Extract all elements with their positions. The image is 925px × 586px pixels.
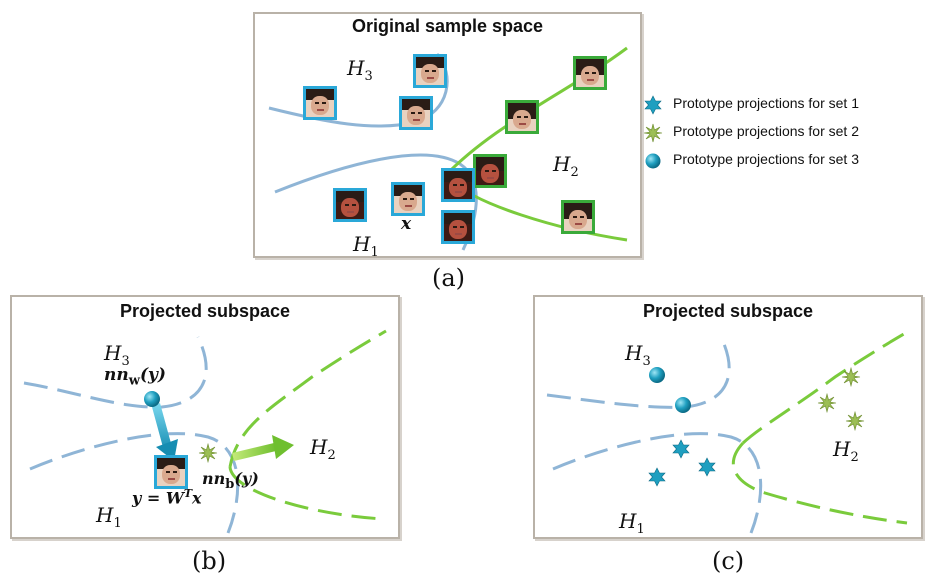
blue-dashed-boundary-upper [23, 336, 208, 409]
star-6-prototype [698, 457, 716, 477]
label-h1: H1 [96, 503, 122, 531]
sphere-prototype [144, 391, 160, 407]
face-thumbnail [473, 154, 507, 188]
caption-a: (a) [432, 264, 466, 292]
nearest-between-arrow [232, 435, 294, 461]
star-burst-icon [643, 123, 663, 143]
face-thumbnail [561, 200, 595, 234]
green-dashed-boundary-lower [228, 466, 385, 521]
subspace-b-curves [23, 329, 387, 534]
label-x: x [401, 214, 412, 234]
star-burst-prototype [817, 392, 837, 414]
panel-title: Projected subspace [642, 301, 814, 321]
star-6-icon [644, 95, 662, 115]
face-thumbnail [573, 56, 607, 90]
subspace-c-curves [546, 329, 910, 534]
label-nn-w: nnw(y) [104, 365, 166, 389]
label-h1: H1 [619, 509, 645, 537]
sphere-icon [645, 153, 661, 169]
label-h2: H2 [553, 152, 579, 180]
star-burst-prototype [841, 366, 861, 388]
panel-title: Projected subspace [119, 301, 291, 321]
green-dashed-boundary-lower [731, 441, 908, 525]
blue-dashed-boundary-lower [29, 432, 240, 534]
green-dashed-boundary-upper [741, 329, 910, 445]
blue-dashed-boundary-lower [552, 432, 763, 534]
star-6-prototype [672, 439, 690, 459]
legend-label: Prototype projections for set 2 [673, 123, 859, 139]
star-burst-prototype [198, 442, 218, 464]
legend-label: Prototype projections for set 1 [673, 95, 859, 111]
label-h2: H2 [310, 435, 336, 463]
label-h3: H3 [625, 341, 651, 369]
label-h3: H3 [104, 341, 130, 369]
label-h3: H3 [347, 56, 373, 84]
green-boundary-lower [449, 178, 628, 242]
label-projection-formula: y = WTx [132, 487, 202, 508]
face-thumbnail [303, 86, 337, 120]
nearest-within-arrow [152, 403, 178, 461]
sphere-prototype [649, 367, 665, 383]
face-thumbnail [505, 100, 539, 134]
panel-projected-subspace-b: Projected subspace H3 nnw(y) H2 nnb(y) y… [10, 295, 400, 539]
green-dashed-boundary-upper [228, 329, 387, 468]
caption-c: (c) [712, 547, 745, 575]
panel-original-sample-space: Original sample space H3 H2 H1 x [253, 12, 642, 260]
face-thumbnail [399, 96, 433, 130]
panel-title: Original sample space [351, 16, 544, 36]
star-6-prototype [648, 467, 666, 487]
face-thumbnail [441, 210, 475, 244]
caption-b: (b) [192, 547, 227, 575]
label-h1: H1 [353, 232, 379, 260]
star-burst-prototype [845, 410, 865, 432]
sphere-prototype [675, 397, 691, 413]
projected-face-y [154, 455, 188, 489]
label-h2: H2 [833, 437, 859, 465]
face-thumbnail [413, 54, 447, 88]
face-thumbnail-x [391, 182, 425, 216]
label-nn-b: nnb(y) [202, 469, 259, 493]
legend-label: Prototype projections for set 3 [673, 151, 859, 167]
face-thumbnail [333, 188, 367, 222]
face-thumbnail [441, 168, 475, 202]
panel-projected-subspace-c: Projected subspace H3 H2 H1 [533, 295, 923, 539]
